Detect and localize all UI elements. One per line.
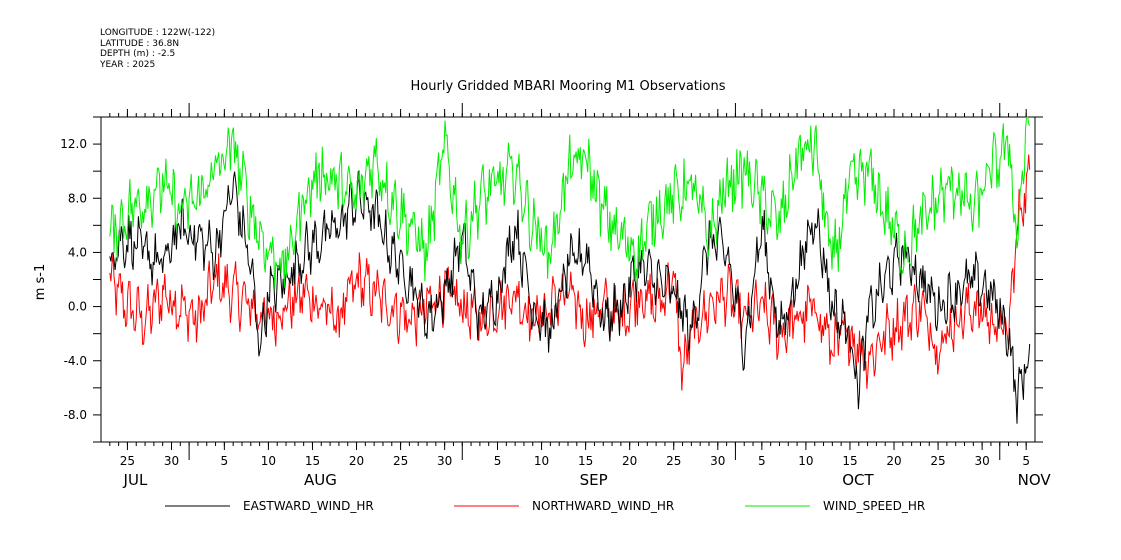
y-tick-label: 12.0 [60,137,87,151]
x-tick-label: 15 [842,454,857,468]
x-tick-label: 25 [393,454,408,468]
x-tick-label: 30 [974,454,989,468]
x-tick-label: 10 [261,454,276,468]
x-tick-label: 15 [578,454,593,468]
x-tick-label: 15 [305,454,320,468]
series-line-northward-wind-hr [109,154,1031,391]
y-tick-label: 8.0 [68,191,87,205]
series-line-eastward-wind-hr [109,170,1031,424]
legend-label-wind-speed-hr: WIND_SPEED_HR [823,499,925,513]
axis-layer: -8.0 -4.0 0.0 4.0 8.0 12.0 25 30 5 10 15 20 25 30 5 10 1… [60,103,1051,489]
series-layer [109,116,1031,424]
x-tick-label: 25 [120,454,135,468]
month-label: OCT [842,471,874,489]
x-tick-label: 10 [798,454,813,468]
x-tick-label: 30 [710,454,725,468]
x-tick-label: 30 [437,454,452,468]
month-label: SEP [580,471,608,489]
x-tick-label: 5 [494,454,502,468]
legend-label-northward-wind-hr: NORTHWARD_WIND_HR [532,499,674,513]
x-tick-label: 25 [930,454,945,468]
legend: EASTWARD_WIND_HR NORTHWARD_WIND_HR WIND_SP… [165,499,925,513]
chart-title: Hourly Gridded MBARI Mooring M1 Observat… [411,79,726,94]
x-tick-label: 20 [622,454,637,468]
x-tick-label: 30 [164,454,179,468]
x-tick-label: 5 [758,454,766,468]
latitude-label: LATITUDE : 36.8N [100,39,179,49]
month-label: JUL [123,471,148,489]
x-tick-label: 10 [534,454,549,468]
y-tick-label: 4.0 [68,245,87,259]
month-label: NOV [1018,471,1052,489]
y-tick-label: -8.0 [64,408,87,422]
legend-label-eastward-wind-hr: EASTWARD_WIND_HR [243,499,374,513]
y-tick-label: 0.0 [68,300,87,314]
year-label: YEAR : 2025 [99,60,155,70]
x-tick-label: 5 [221,454,229,468]
x-tick-label: 5 [1022,454,1030,468]
x-tick-label: 20 [349,454,364,468]
depth-label: DEPTH (m) : -2.5 [100,49,175,59]
month-label: AUG [304,471,337,489]
y-tick-label: -4.0 [64,354,87,368]
longitude-label: LONGITUDE : 122W(-122) [100,28,215,38]
y-axis-label: m s-1 [33,264,48,301]
x-tick-label: 25 [666,454,681,468]
x-tick-label: 20 [886,454,901,468]
series-line-wind-speed-hr [109,116,1031,290]
